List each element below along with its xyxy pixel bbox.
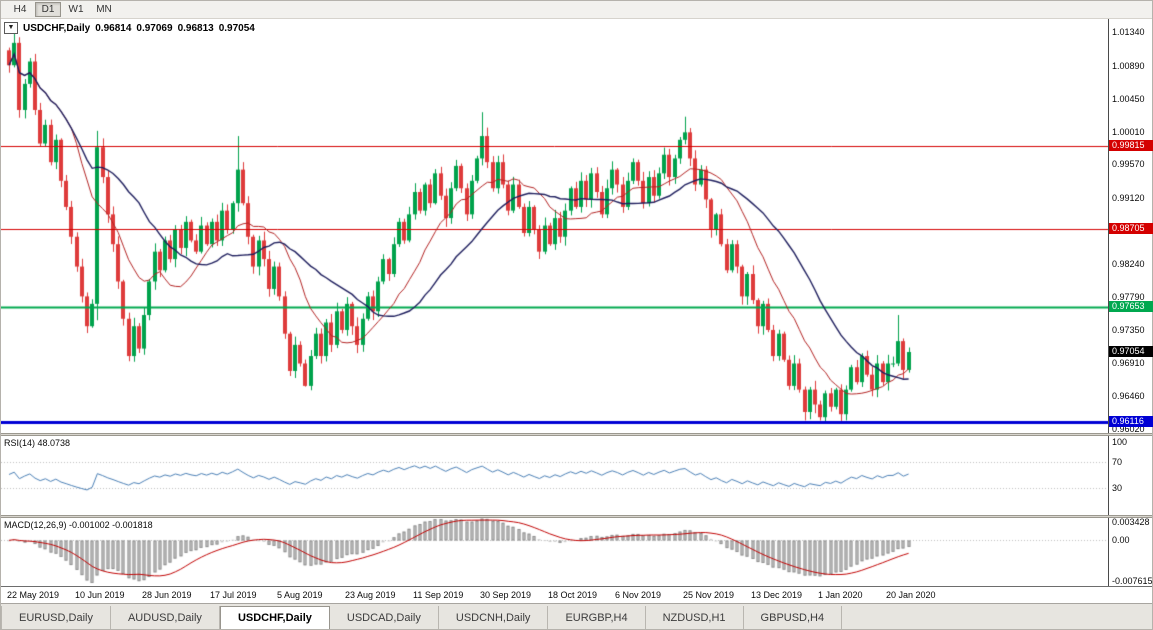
tab-eurusd-daily[interactable]: EURUSD,Daily	[1, 606, 111, 629]
tab-gbpusd-h4[interactable]: GBPUSD,H4	[744, 606, 843, 629]
symbol-dropdown-icon[interactable]: ▼	[4, 22, 18, 34]
price-level-tag: 0.98705	[1109, 223, 1153, 234]
tab-audusd-daily[interactable]: AUDUSD,Daily	[111, 606, 220, 629]
time-axis-label: 10 Jun 2019	[75, 590, 125, 600]
price-axis-label: 1.00450	[1112, 94, 1145, 104]
price-axis-label: 0.96910	[1112, 358, 1145, 368]
price-axis-label: 0.99570	[1112, 159, 1145, 169]
chart-tab-bar: EURUSD,Daily AUDUSD,Daily USDCHF,Daily U…	[1, 603, 1152, 629]
timeframe-h4-button[interactable]: H4	[7, 2, 33, 17]
price-level-tag: 0.97653	[1109, 301, 1153, 312]
macd-name: MACD(12,26,9)	[4, 520, 67, 530]
quote-close: 0.97054	[218, 22, 255, 34]
quote-high: 0.97069	[136, 22, 173, 34]
price-axis-label: 0.96020	[1112, 424, 1145, 434]
timeframe-toolbar: H4 D1 W1 MN	[1, 1, 1152, 19]
rsi-value: 48.0738	[37, 438, 71, 448]
price-axis-label: 1.00890	[1112, 61, 1145, 71]
price-axis-label: 0.98240	[1112, 259, 1145, 269]
time-axis-label: 18 Oct 2019	[548, 590, 598, 600]
macd-axis-label: 0.003428	[1112, 517, 1150, 527]
price-chart-canvas[interactable]	[1, 19, 1108, 433]
time-axis-label: 28 Jun 2019	[142, 590, 192, 600]
time-axis-label: 13 Dec 2019	[751, 590, 803, 600]
time-scale[interactable]: 22 May 2019 10 Jun 2019 28 Jun 2019 17 Jul …	[1, 586, 1152, 603]
price-level-tag: 0.96116	[1109, 416, 1153, 427]
tab-usdcnh-daily[interactable]: USDCNH,Daily	[439, 606, 549, 629]
time-axis-label: 1 Jan 2020	[818, 590, 863, 600]
rsi-canvas[interactable]	[1, 436, 1108, 515]
rsi-axis-label: 70	[1112, 457, 1123, 467]
time-axis-label: 6 Nov 2019	[615, 590, 662, 600]
price-scale[interactable]: 1.01340 1.00890 1.00450 1.00010 0.99570 0.991…	[1108, 19, 1153, 603]
timeframe-w1-button[interactable]: W1	[63, 2, 89, 17]
price-axis-label: 1.00010	[1112, 127, 1145, 137]
quote-open: 0.96814	[95, 22, 132, 34]
panel-splitter[interactable]	[1, 433, 1152, 436]
current-price-tag: 0.97054	[1109, 346, 1153, 357]
tab-usdcad-daily[interactable]: USDCAD,Daily	[330, 606, 439, 629]
tab-nzdusd-h1[interactable]: NZDUSD,H1	[646, 606, 744, 629]
price-axis-label: 0.99120	[1112, 193, 1145, 203]
quote-low: 0.96813	[177, 22, 214, 34]
timeframe-mn-button[interactable]: MN	[91, 2, 117, 17]
price-axis-label: 0.97790	[1112, 292, 1145, 302]
time-axis-label: 5 Aug 2019	[277, 590, 323, 600]
tab-usdchf-daily[interactable]: USDCHF,Daily	[219, 606, 330, 629]
macd-value: -0.001002 -0.001818	[69, 520, 153, 530]
macd-label: MACD(12,26,9) -0.001002 -0.001818	[4, 520, 153, 530]
macd-axis-label: -0.007615	[1112, 576, 1153, 586]
macd-panel: MACD(12,26,9) -0.001002 -0.001818	[1, 518, 1108, 586]
time-axis-label: 22 May 2019	[7, 590, 60, 600]
rsi-name: RSI(14)	[4, 438, 36, 448]
chart-title: ▼ USDCHF,Daily 0.96814 0.97069 0.96813 0…	[4, 22, 255, 34]
rsi-axis-label: 30	[1112, 483, 1123, 493]
time-axis-label: 25 Nov 2019	[683, 590, 735, 600]
price-axis-label: 1.01340	[1112, 27, 1145, 37]
time-axis-label: 23 Aug 2019	[345, 590, 396, 600]
price-axis-label: 0.97350	[1112, 325, 1145, 335]
time-axis-label: 20 Jan 2020	[886, 590, 936, 600]
panel-splitter[interactable]	[1, 515, 1152, 518]
rsi-panel: RSI(14) 48.0738	[1, 436, 1108, 515]
time-axis-label: 30 Sep 2019	[480, 590, 532, 600]
price-chart-panel: ▼ USDCHF,Daily 0.96814 0.97069 0.96813 0…	[1, 19, 1108, 433]
macd-axis-label: 0.00	[1112, 535, 1130, 545]
timeframe-d1-button[interactable]: D1	[35, 2, 61, 17]
rsi-label: RSI(14) 48.0738	[4, 438, 70, 448]
chart-symbol-label: USDCHF,Daily	[23, 22, 91, 34]
macd-canvas[interactable]	[1, 518, 1108, 586]
time-axis-label: 17 Jul 2019	[210, 590, 257, 600]
time-axis-label: 11 Sep 2019	[413, 590, 464, 600]
price-axis-label: 0.96460	[1112, 391, 1145, 401]
tab-eurgbp-h4[interactable]: EURGBP,H4	[548, 606, 646, 629]
rsi-axis-label: 100	[1112, 437, 1128, 447]
price-level-tag: 0.99815	[1109, 140, 1153, 151]
